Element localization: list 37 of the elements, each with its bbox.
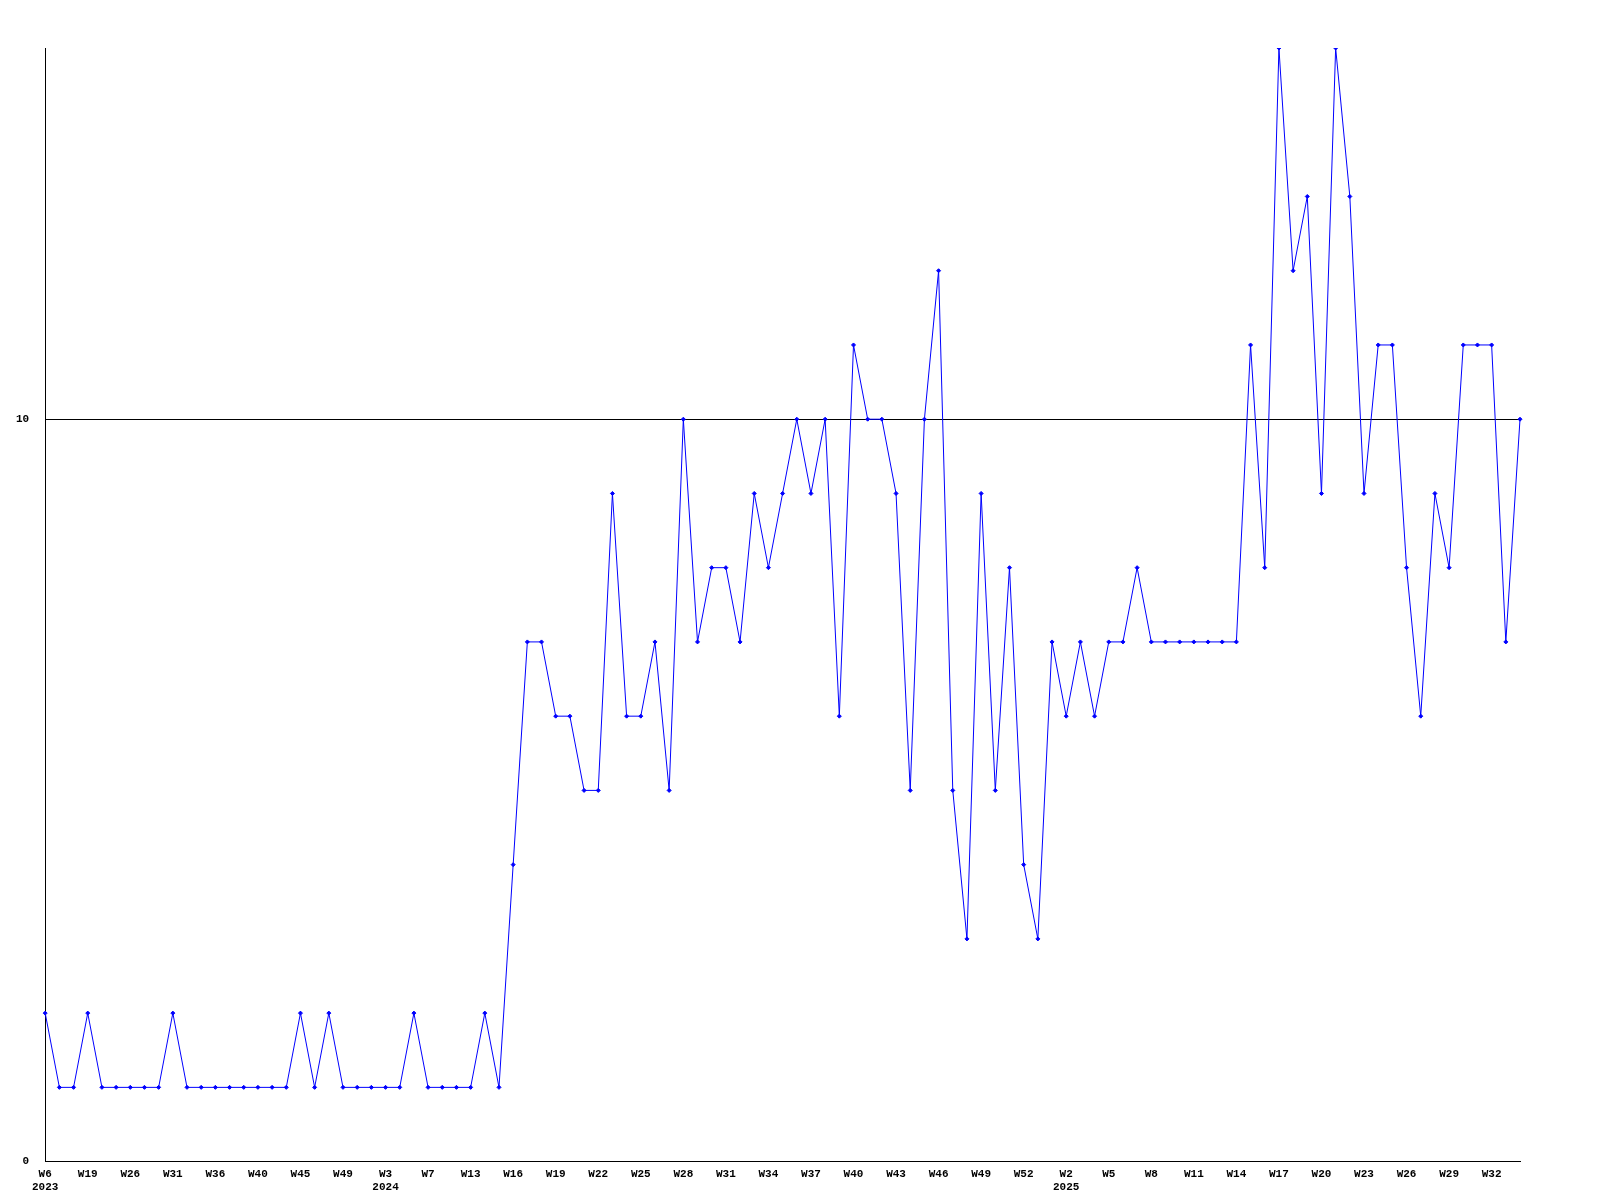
x-tick-label: W49: [971, 1167, 992, 1180]
x-tick-label: W32: [1481, 1167, 1502, 1180]
x-tick-label: W20: [1311, 1167, 1332, 1180]
x-tick-label: W11: [1183, 1167, 1205, 1180]
x-tick-label: W22: [588, 1167, 609, 1180]
x-tick-label: W17: [1269, 1167, 1289, 1180]
y-tick-label: 10: [16, 412, 30, 425]
x-tick-label: W23: [1354, 1167, 1375, 1180]
x-tick-label: W14: [1226, 1167, 1247, 1180]
x-tick-label: W34: [758, 1167, 779, 1180]
x-tick-label: W26: [1396, 1167, 1417, 1180]
x-tick-label: W6 2023: [32, 1167, 59, 1194]
x-tick-label: W25: [630, 1167, 652, 1180]
x-tick-label: W52: [1013, 1167, 1034, 1180]
x-tick-label: W40: [843, 1167, 864, 1180]
x-tick-label: W49: [333, 1167, 353, 1180]
x-tick-label: W19: [545, 1167, 566, 1180]
x-tick-label: W28: [673, 1167, 694, 1180]
x-tick-label: W45: [290, 1167, 311, 1180]
x-tick-label: W8: [1144, 1167, 1159, 1180]
x-tick-label: W31: [715, 1167, 737, 1180]
x-tick-label: W5: [1102, 1167, 1116, 1180]
x-tick-label: W16: [503, 1167, 524, 1180]
x-tick-label: W26: [120, 1167, 141, 1180]
y-tick-label: 0: [22, 1155, 30, 1168]
x-tick-label: W19: [77, 1167, 98, 1180]
x-tick-label: W46: [928, 1167, 949, 1180]
x-tick-label: W40: [248, 1167, 268, 1180]
x-tick-label: W37: [801, 1167, 821, 1180]
x-tick-label: W43: [886, 1167, 907, 1180]
x-tick-label: W3 2024: [372, 1167, 400, 1194]
x-tick-label: W36: [205, 1167, 226, 1180]
x-tick-label: W2 2025: [1053, 1167, 1080, 1194]
x-tick-label: W13: [460, 1167, 481, 1180]
x-tick-label: W31: [162, 1167, 184, 1180]
x-tick-label: W7: [421, 1167, 435, 1180]
x-tick-label: W29: [1439, 1167, 1459, 1180]
